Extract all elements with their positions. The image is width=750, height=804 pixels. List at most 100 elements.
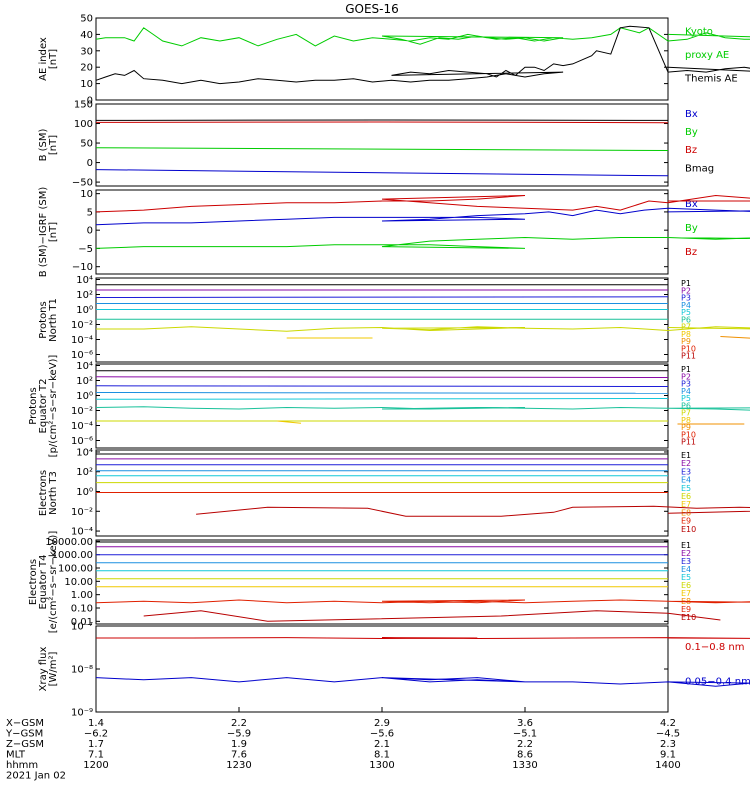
y-axis-label: ProtonsNorth T1 — [38, 298, 59, 342]
y-tick-label: 30 — [80, 46, 93, 57]
y-tick-label: 10⁻⁴ — [71, 335, 93, 346]
y-axis-label: ProtonsEquator T2[p/(cm²−s−sr−keV)] — [28, 355, 59, 458]
panel-frame — [96, 104, 668, 186]
legend-label: Bmag — [685, 163, 714, 174]
series-line-kyoto-proxy-ae — [96, 28, 750, 46]
y-axis-label: Xray flux[W/m²] — [38, 647, 59, 692]
y-tick-label: 10⁻⁴ — [71, 421, 93, 432]
y-tick-label: 10⁻⁸ — [71, 665, 93, 676]
panel-frame — [96, 18, 668, 100]
x-row-value: −4.5 — [656, 729, 680, 740]
y-tick-label: 10⁴ — [76, 447, 93, 458]
x-row-label: hhmm — [6, 760, 38, 771]
series-line-e9 — [96, 600, 750, 603]
series-line-p2 — [96, 377, 668, 378]
series-line-e10 — [144, 611, 721, 622]
y-tick-label: 10 — [80, 79, 93, 90]
legend-label: Bx — [685, 199, 698, 210]
legend-label: Themis AE — [684, 73, 738, 84]
series-line-bx — [96, 170, 668, 176]
date-label: 2021 Jan 02 — [6, 771, 66, 782]
y-tick-label: 5 — [87, 207, 93, 218]
y-tick-label: 10⁰ — [76, 391, 93, 402]
panel-5: ProtonsEquator T2[p/(cm²−s−sr−keV)] 10⁴ 10… — [28, 355, 750, 458]
x-row-value: 9.1 — [660, 750, 676, 761]
x-row-value: −5.9 — [227, 729, 251, 740]
series-line-by — [96, 238, 750, 249]
x-row-value: 4.2 — [660, 718, 676, 729]
y-tick-label: 0 — [87, 158, 93, 169]
x-row-value: 1.4 — [88, 718, 104, 729]
y-axis-label-line: [nT] — [48, 49, 59, 69]
y-tick-label: 100 — [74, 119, 93, 130]
y-tick-label: 10⁻⁷ — [71, 622, 93, 633]
y-tick-label: 0 — [87, 226, 93, 237]
y-tick-label: 150 — [74, 100, 93, 111]
x-row-value: 1230 — [226, 760, 251, 771]
legend-label: Bz — [685, 247, 697, 258]
series-line-p7 — [96, 327, 750, 332]
y-tick-label: 50 — [80, 139, 93, 150]
series-line-p5 — [96, 399, 668, 400]
x-row-value: 1300 — [369, 760, 394, 771]
panel-frame — [96, 278, 668, 362]
series-line-p3 — [96, 297, 668, 298]
series-line-0-1-0-8-nm — [96, 638, 750, 639]
x-row-value: −5.6 — [370, 729, 394, 740]
y-axis-label-line: [nT] — [48, 222, 59, 242]
y-tick-label: 10² — [76, 376, 93, 387]
x-row-value: 2.1 — [374, 739, 390, 750]
series-line-themis-ae — [96, 26, 750, 83]
series-line-p6 — [96, 407, 750, 411]
y-tick-label: 20 — [80, 63, 93, 74]
y-axis-label: B (SM)[nT] — [38, 128, 59, 161]
y-tick-label: −5 — [78, 244, 93, 255]
series-line-p9 — [720, 337, 750, 339]
x-row-value: 2.2 — [231, 718, 247, 729]
y-tick-label: 10⁻⁹ — [71, 708, 93, 719]
series-line-bx — [96, 208, 750, 224]
legend-label: P11 — [681, 438, 696, 447]
series-line-by — [96, 148, 668, 151]
y-tick-label: 10⁰ — [76, 487, 93, 498]
panel-4: ProtonsNorth T110⁴10²10⁰10⁻²10⁻⁴10⁻⁶P1P2… — [38, 275, 750, 362]
x-row-value: 8.6 — [517, 750, 533, 761]
y-tick-label: 10⁴ — [76, 275, 93, 286]
x-row-value: 1.7 — [88, 739, 104, 750]
x-row-value: 7.6 — [231, 750, 247, 761]
y-tick-label: 10.00 — [64, 577, 93, 588]
y-axis-label-line: [p/(cm²−s−sr−keV)] — [48, 355, 59, 458]
x-row-label: X−GSM — [6, 718, 44, 729]
x-row-label: MLT — [6, 750, 26, 761]
y-axis-label-line: North T1 — [48, 298, 59, 342]
y-axis-label: AE index[nT] — [38, 37, 59, 81]
y-tick-label: 1.00 — [71, 590, 93, 601]
y-tick-label: 1000.00 — [52, 550, 93, 561]
x-row-value: 1330 — [512, 760, 537, 771]
y-tick-label: 10 — [80, 189, 93, 200]
x-row-value: 2.9 — [374, 718, 390, 729]
legend-label: By — [685, 223, 698, 234]
y-tick-label: 10⁻² — [71, 406, 93, 417]
y-tick-label: 10000.00 — [45, 537, 93, 548]
x-row-value: 1400 — [655, 760, 680, 771]
y-tick-label: −50 — [72, 178, 93, 189]
series-line-0-05-0-4-nm — [96, 678, 750, 687]
y-tick-label: 10⁴ — [76, 361, 93, 372]
legend-label: By — [685, 127, 698, 138]
y-tick-label: 10² — [76, 290, 93, 301]
y-tick-label: 0.10 — [71, 604, 93, 615]
legend-label: E10 — [681, 613, 696, 622]
series-line-p3 — [96, 386, 668, 387]
x-row-label: Z−GSM — [6, 739, 44, 750]
chart-title: GOES-16 — [345, 2, 399, 16]
y-tick-label: 100.00 — [58, 564, 93, 575]
y-axis-label: B (SM)−IGRF (SM)[nT] — [38, 187, 59, 278]
x-row-value: 8.1 — [374, 750, 390, 761]
